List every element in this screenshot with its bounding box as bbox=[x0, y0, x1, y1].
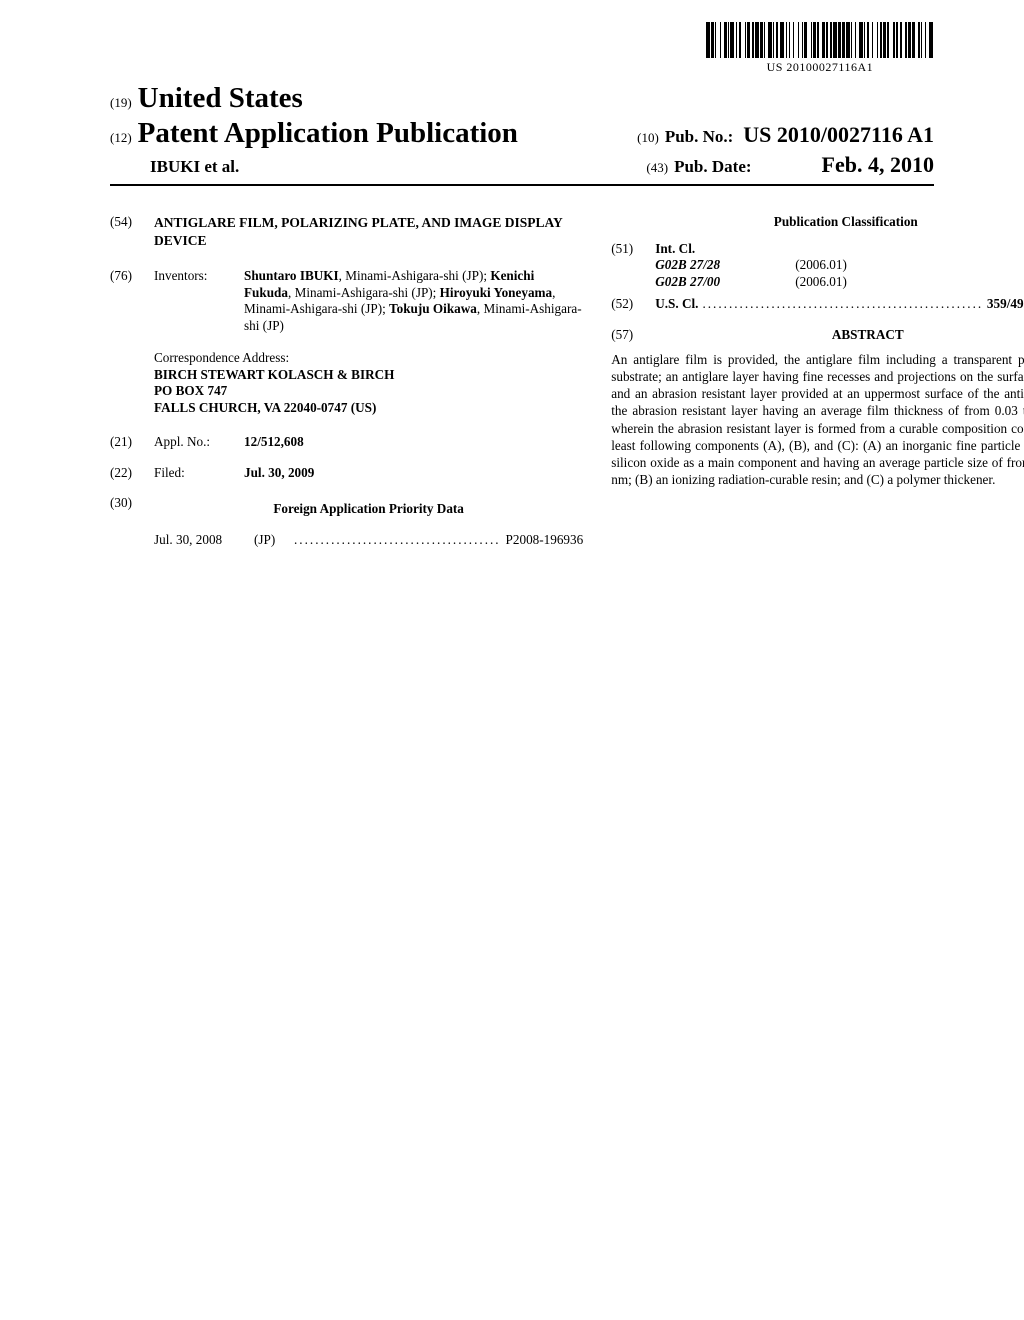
correspondence-label: Correspondence Address: bbox=[154, 350, 583, 367]
correspondence-line3: FALLS CHURCH, VA 22040-0747 (US) bbox=[154, 400, 583, 417]
barcode-block: US 20100027116A1 bbox=[706, 22, 934, 75]
inventors-list: Shuntaro IBUKI, Minami-Ashigara-shi (JP)… bbox=[244, 268, 583, 334]
pubdate-value: Feb. 4, 2010 bbox=[822, 152, 934, 178]
intcl-body: Int. Cl. G02B 27/28 (2006.01) G02B 27/00… bbox=[655, 241, 1024, 291]
uscl-row: (52) U.S. Cl. ..........................… bbox=[611, 296, 1024, 313]
idx-51: (51) bbox=[611, 241, 655, 291]
barcode-text: US 20100027116A1 bbox=[706, 60, 934, 75]
intcl-ver-1: (2006.01) bbox=[795, 274, 847, 291]
correspondence-line2: PO BOX 747 bbox=[154, 383, 583, 400]
country-row: (19) United States bbox=[110, 82, 934, 115]
appl-label: Appl. No.: bbox=[154, 434, 244, 451]
idx-10: (10) bbox=[637, 130, 659, 146]
body-columns: (54) ANTIGLARE FILM, POLARIZING PLATE, A… bbox=[110, 214, 934, 548]
priority-number: P2008-196936 bbox=[500, 532, 584, 549]
uscl-dots: ........................................… bbox=[702, 296, 982, 313]
title-block: (54) ANTIGLARE FILM, POLARIZING PLATE, A… bbox=[110, 214, 583, 250]
pubdate-label: Pub. Date: bbox=[674, 157, 751, 177]
filed-value: Jul. 30, 2009 bbox=[244, 465, 583, 482]
patent-page: US 20100027116A1 (19) United States (12)… bbox=[0, 0, 1024, 1320]
intcl-label: Int. Cl. bbox=[655, 241, 1024, 258]
filed-row: (22) Filed: Jul. 30, 2009 bbox=[110, 465, 583, 482]
idx-43: (43) bbox=[646, 160, 668, 176]
idx-54: (54) bbox=[110, 214, 154, 250]
priority-heading-row: (30) Foreign Application Priority Data bbox=[110, 495, 583, 528]
barcode bbox=[706, 22, 934, 58]
intcl-code-1: G02B 27/00 bbox=[655, 274, 795, 291]
appl-row: (21) Appl. No.: 12/512,608 bbox=[110, 434, 583, 451]
intcl-row-0: G02B 27/28 (2006.01) bbox=[655, 257, 1024, 274]
intcl-code-0: G02B 27/28 bbox=[655, 257, 795, 274]
headline: Patent Application Publication bbox=[138, 117, 518, 150]
pubno-label: Pub. No.: bbox=[665, 127, 733, 147]
headline-row: (12) Patent Application Publication (10)… bbox=[110, 117, 934, 150]
inventors-label: Inventors: bbox=[154, 268, 244, 334]
left-column: (54) ANTIGLARE FILM, POLARIZING PLATE, A… bbox=[110, 214, 583, 548]
abstract-heading-row: (57) ABSTRACT bbox=[611, 327, 1024, 344]
priority-date: Jul. 30, 2008 bbox=[154, 532, 254, 549]
intcl-row-1: G02B 27/00 (2006.01) bbox=[655, 274, 1024, 291]
abstract-text: An antiglare film is provided, the antig… bbox=[611, 351, 1024, 488]
abstract-heading: ABSTRACT bbox=[655, 327, 1024, 344]
idx-12: (12) bbox=[110, 130, 132, 146]
intcl-block: (51) Int. Cl. G02B 27/28 (2006.01) G02B … bbox=[611, 241, 1024, 291]
pubno-value: US 2010/0027116 A1 bbox=[743, 122, 934, 148]
priority-heading: Foreign Application Priority Data bbox=[154, 501, 583, 518]
authors-row: IBUKI et al. (43) Pub. Date: Feb. 4, 201… bbox=[110, 152, 934, 178]
intcl-ver-0: (2006.01) bbox=[795, 257, 847, 274]
header: (19) United States (12) Patent Applicati… bbox=[110, 82, 934, 186]
idx-57: (57) bbox=[611, 327, 655, 344]
uscl-label: U.S. Cl. bbox=[655, 296, 698, 313]
correspondence-block: Correspondence Address: BIRCH STEWART KO… bbox=[154, 350, 583, 416]
idx-22: (22) bbox=[110, 465, 154, 482]
classification-heading: Publication Classification bbox=[611, 214, 1024, 231]
pubno-row: (10) Pub. No.: US 2010/0027116 A1 bbox=[637, 122, 934, 148]
priority-row: Jul. 30, 2008 (JP) .....................… bbox=[154, 532, 583, 549]
idx-52: (52) bbox=[611, 296, 655, 313]
authors: IBUKI et al. bbox=[150, 157, 239, 177]
idx-30: (30) bbox=[110, 495, 154, 528]
priority-dots: ........................................… bbox=[294, 532, 500, 549]
header-rule bbox=[110, 184, 934, 186]
idx-21: (21) bbox=[110, 434, 154, 451]
idx-19: (19) bbox=[110, 95, 132, 111]
uscl-main: 359/493 bbox=[983, 296, 1024, 313]
country: United States bbox=[138, 82, 303, 115]
right-column: Publication Classification (51) Int. Cl.… bbox=[611, 214, 1024, 548]
headline-left: (12) Patent Application Publication bbox=[110, 117, 518, 150]
inventors-block: (76) Inventors: Shuntaro IBUKI, Minami-A… bbox=[110, 268, 583, 334]
filed-label: Filed: bbox=[154, 465, 244, 482]
priority-country: (JP) bbox=[254, 532, 294, 549]
idx-76: (76) bbox=[110, 268, 154, 334]
correspondence-line1: BIRCH STEWART KOLASCH & BIRCH bbox=[154, 367, 583, 384]
appl-value: 12/512,608 bbox=[244, 434, 583, 451]
invention-title: ANTIGLARE FILM, POLARIZING PLATE, AND IM… bbox=[154, 214, 583, 250]
pubdate-row: (43) Pub. Date: Feb. 4, 2010 bbox=[646, 152, 934, 178]
